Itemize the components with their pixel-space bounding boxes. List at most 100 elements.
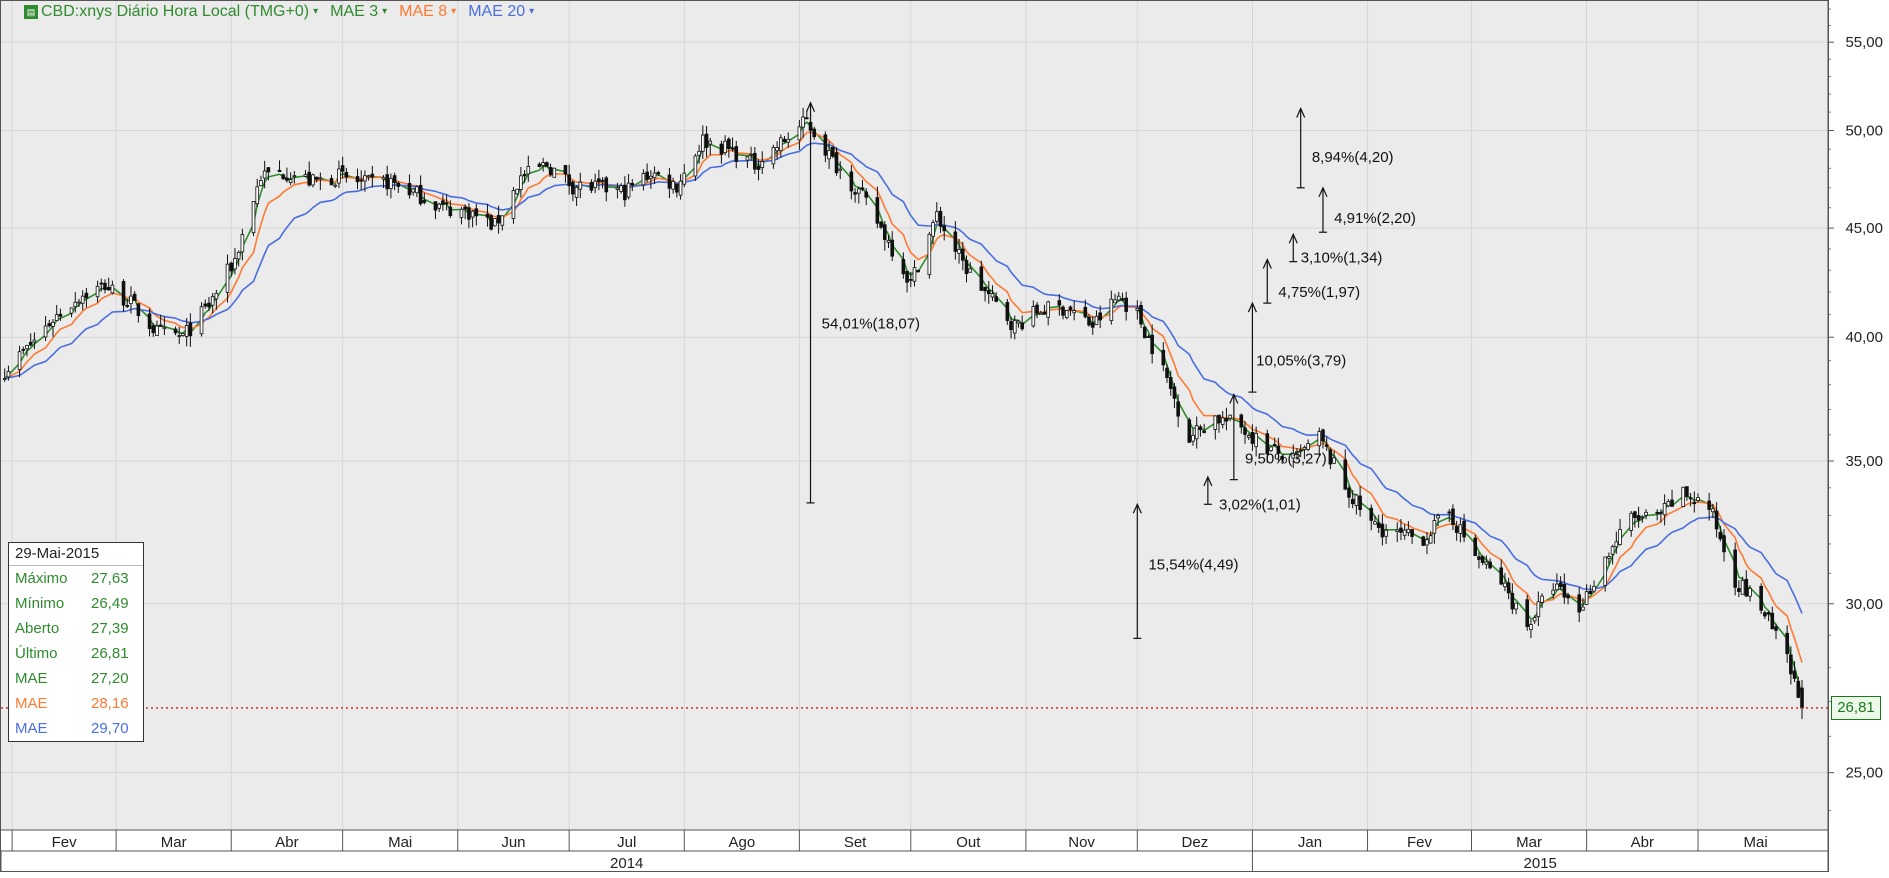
candle xyxy=(288,172,293,186)
candle xyxy=(1588,584,1593,595)
candle-body xyxy=(489,215,493,230)
grid-lines xyxy=(1,1,1828,830)
chevron-down-icon[interactable]: ▾ xyxy=(382,6,388,17)
month-label: Ago xyxy=(728,834,755,851)
candle xyxy=(158,314,163,327)
series-line-mae-20 xyxy=(4,142,1803,614)
chevron-down-icon[interactable]: ▾ xyxy=(529,6,535,17)
candle-body xyxy=(1510,593,1515,610)
percent-annotation: 8,94%(4,20) xyxy=(1296,107,1394,189)
candle xyxy=(1012,315,1017,340)
candle-body xyxy=(1198,426,1203,430)
candle xyxy=(1748,585,1752,602)
candle-body xyxy=(1577,594,1582,613)
mae3-label[interactable]: MAE 3 xyxy=(330,3,379,20)
candle-body xyxy=(1124,297,1128,312)
y-tick-label: 45,00 xyxy=(1845,220,1883,237)
candle xyxy=(1202,423,1206,434)
candle-body xyxy=(288,179,293,184)
candle-body xyxy=(110,284,115,294)
chart-icon[interactable]: ▤ xyxy=(24,5,38,19)
candle-body xyxy=(927,233,932,276)
candle xyxy=(1228,414,1232,422)
candle-body xyxy=(1436,515,1440,519)
candle xyxy=(805,110,809,120)
candle xyxy=(1380,514,1385,546)
candle-body xyxy=(879,221,883,228)
candle xyxy=(749,146,753,161)
candle xyxy=(32,332,37,350)
candle-body xyxy=(1332,457,1336,464)
candle xyxy=(1718,525,1723,542)
candle-body xyxy=(1714,510,1719,530)
candle-body xyxy=(1662,503,1667,516)
candle-body xyxy=(1525,599,1530,627)
symbol-title[interactable]: CBD:xnys Diário Hora Local (TMG+0) xyxy=(41,3,310,20)
candle xyxy=(942,216,947,241)
candle xyxy=(548,163,553,177)
mae8-label[interactable]: MAE 8 xyxy=(399,3,448,20)
candle xyxy=(990,285,995,302)
candle-body xyxy=(1529,624,1533,630)
candle-body xyxy=(1343,459,1348,490)
candle-body xyxy=(1670,499,1674,507)
candle xyxy=(106,277,111,291)
candle-body xyxy=(1499,567,1504,585)
candle xyxy=(444,194,449,211)
annotation-label: 3,02%(1,01) xyxy=(1219,496,1301,513)
candle-body xyxy=(753,152,757,170)
candle-body xyxy=(771,147,776,165)
candle xyxy=(678,174,683,200)
candle-body xyxy=(574,186,579,198)
candle xyxy=(262,160,267,189)
candle-body xyxy=(522,173,527,177)
candle xyxy=(173,326,178,336)
candle-body xyxy=(1503,582,1507,588)
percent-annotation: 10,05%(3,79) xyxy=(1247,301,1346,393)
candle-body xyxy=(1347,487,1351,498)
candle-body xyxy=(1016,320,1021,324)
candle-body xyxy=(99,282,104,285)
candle-body xyxy=(21,349,26,351)
candle xyxy=(1009,316,1013,339)
candle-body xyxy=(960,248,965,261)
candle-body xyxy=(1421,536,1426,546)
candle xyxy=(1514,602,1518,615)
candle-body xyxy=(225,263,230,293)
chevron-down-icon[interactable]: ▾ xyxy=(451,6,457,17)
candle-body xyxy=(1484,561,1489,565)
candle xyxy=(834,147,839,176)
candle xyxy=(693,153,698,181)
candle-body xyxy=(77,301,81,304)
candle-body xyxy=(1087,316,1091,326)
candle xyxy=(960,241,965,271)
candle-body xyxy=(1588,590,1593,595)
chevron-down-icon[interactable]: ▾ xyxy=(313,6,319,17)
candle xyxy=(229,261,234,277)
candle-body xyxy=(207,302,211,308)
percent-annotation: 54,01%(18,07) xyxy=(805,101,920,504)
candle xyxy=(916,269,921,273)
candle xyxy=(1068,305,1073,316)
candle xyxy=(1796,676,1801,699)
candle xyxy=(6,365,11,381)
candle-body xyxy=(968,268,973,273)
candle xyxy=(1035,301,1039,319)
candle-body xyxy=(1681,486,1685,507)
mae20-label[interactable]: MAE 20 xyxy=(468,3,526,20)
candle xyxy=(1506,577,1511,600)
candle xyxy=(459,206,464,225)
plot-background xyxy=(1,1,1828,830)
candle-body xyxy=(567,174,571,187)
candle xyxy=(17,345,22,378)
candle xyxy=(890,231,895,262)
candle xyxy=(363,170,367,192)
candle xyxy=(1168,370,1173,396)
candle-body xyxy=(292,175,297,178)
candle xyxy=(355,168,360,190)
candle xyxy=(849,165,854,200)
candle xyxy=(675,183,679,198)
month-label: Jul xyxy=(617,834,636,851)
candle-body xyxy=(1410,529,1414,537)
